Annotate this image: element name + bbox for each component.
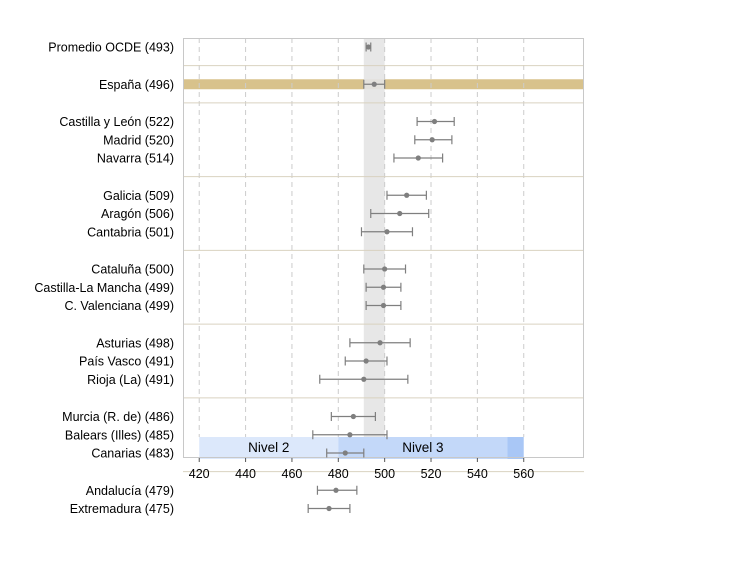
row-label: Navarra (514) bbox=[97, 152, 174, 166]
data-point bbox=[377, 340, 383, 346]
data-point bbox=[347, 432, 353, 438]
plot-frame bbox=[183, 38, 584, 458]
row-label: Castilla-La Mancha (499) bbox=[34, 281, 174, 295]
data-point bbox=[404, 192, 410, 198]
data-point bbox=[371, 81, 377, 87]
x-tick-label: 460 bbox=[282, 467, 303, 481]
level-label: Nivel 3 bbox=[402, 440, 443, 455]
x-tick-label: 540 bbox=[467, 467, 488, 481]
level-band-0 bbox=[199, 437, 339, 459]
row-label-layer: Promedio OCDE (493) España (496) Castilla … bbox=[34, 41, 174, 517]
row-label: Castilla y León (522) bbox=[59, 115, 174, 129]
row-label: Canarias (483) bbox=[91, 447, 174, 461]
level-band-layer: Nivel 2 Nivel 3 bbox=[199, 437, 524, 459]
point-layer bbox=[326, 44, 438, 512]
data-point bbox=[431, 118, 438, 125]
data-point bbox=[361, 376, 367, 382]
level-band-1 bbox=[338, 437, 508, 459]
row-label: Aragón (506) bbox=[101, 207, 174, 221]
group-separator-layer bbox=[183, 65, 584, 473]
x-tick-label: 500 bbox=[374, 467, 395, 481]
data-point bbox=[380, 302, 387, 309]
data-point bbox=[384, 229, 390, 235]
row-label: Rioja (La) (491) bbox=[87, 373, 174, 387]
plot-frame-layer bbox=[183, 38, 584, 458]
reference-band bbox=[363, 38, 385, 437]
x-tick-label: 560 bbox=[513, 467, 534, 481]
x-tick-layer: 420 440 460 480 500 520 540 560 bbox=[189, 458, 534, 481]
data-point bbox=[326, 505, 332, 512]
row-label: Murcia (R. de) (486) bbox=[62, 410, 174, 424]
row-label: Promedio OCDE (493) bbox=[48, 41, 174, 55]
row-label: Cataluña (500) bbox=[91, 263, 174, 277]
row-label: Asturias (498) bbox=[96, 336, 174, 350]
row-label: Andalucía (479) bbox=[86, 484, 174, 498]
data-point bbox=[365, 44, 372, 50]
data-point bbox=[333, 487, 339, 493]
x-tick-label: 420 bbox=[189, 467, 210, 481]
row-label: Galicia (509) bbox=[103, 189, 174, 203]
row-label: Extremadura (475) bbox=[70, 502, 174, 516]
level-band-2 bbox=[507, 437, 524, 459]
row-label: Cantabria (501) bbox=[87, 225, 174, 239]
reference-band-layer bbox=[363, 38, 385, 437]
data-point bbox=[342, 450, 348, 456]
level-label: Nivel 2 bbox=[248, 440, 289, 455]
gridline-layer bbox=[198, 38, 525, 437]
data-point bbox=[380, 284, 387, 290]
data-point bbox=[397, 210, 403, 217]
data-point bbox=[350, 413, 356, 420]
data-point bbox=[415, 155, 421, 161]
x-tick-label: 440 bbox=[235, 467, 256, 481]
row-label: España (496) bbox=[99, 78, 174, 92]
row-label: C. Valenciana (499) bbox=[64, 299, 174, 313]
data-point bbox=[382, 266, 388, 272]
data-point bbox=[429, 137, 435, 143]
row-label: Madrid (520) bbox=[103, 133, 174, 147]
row-label: País Vasco (491) bbox=[79, 355, 174, 369]
x-tick-label: 520 bbox=[421, 467, 442, 481]
row-label: Balears (Illes) (485) bbox=[65, 428, 174, 442]
x-tick-label: 480 bbox=[328, 467, 349, 481]
data-point bbox=[363, 358, 369, 364]
